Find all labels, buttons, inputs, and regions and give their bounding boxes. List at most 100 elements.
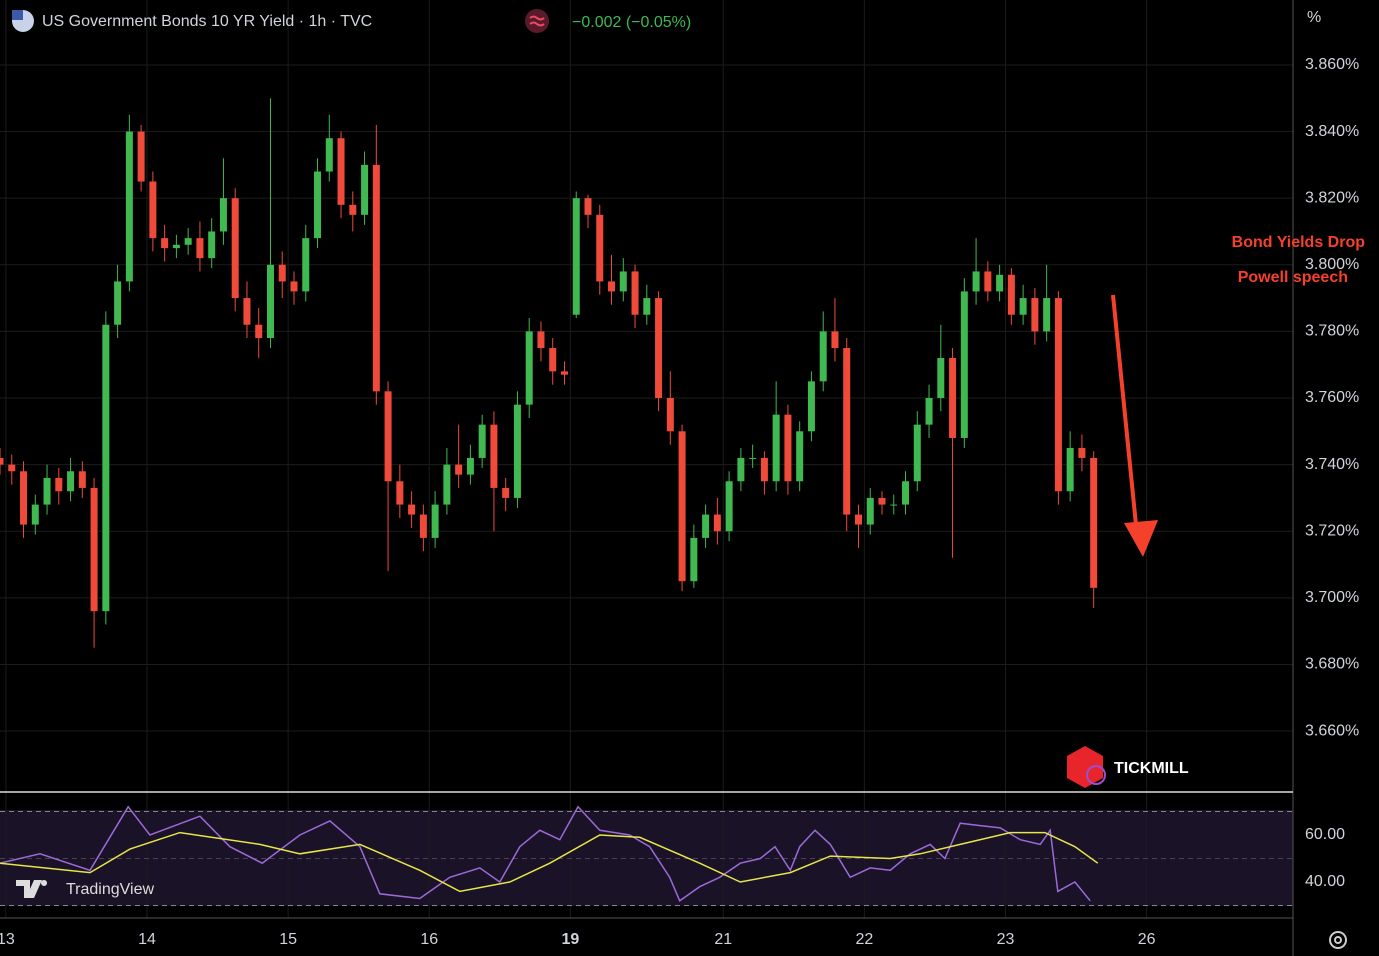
x-tick-label: 13 [0,931,15,948]
y-tick-label: 3.820% [1305,189,1359,206]
y-tick-label: 3.780% [1305,323,1359,340]
candle-body [949,358,957,438]
candle-body [972,271,980,292]
y-tick-label: 3.700% [1305,589,1359,606]
candle-body [513,404,521,498]
candle-body [325,138,333,172]
candle-body [831,331,839,349]
candle-body [525,331,533,405]
candle-body [643,298,651,315]
source-icon [525,9,549,33]
candle-body [690,537,698,582]
candle-body [1078,447,1086,458]
candle-body [184,238,192,245]
annotation-line: Bond Yields Drop [1232,234,1366,251]
candle-body [431,504,439,538]
rsi-band [0,810,1293,906]
x-tick-label: 16 [420,931,438,948]
y-tick-label: 3.800% [1305,256,1359,273]
candle-body [996,274,1004,292]
y-tick-label: 3.760% [1305,389,1359,406]
candle-body [702,514,710,538]
candle-body [55,477,63,492]
tradingview-wordmark: TradingView [66,881,154,898]
candle-body [608,281,616,292]
candle-body [219,198,227,232]
settings-icon[interactable] [1329,931,1347,949]
candle-body [361,164,369,215]
y-tick-label: 3.860% [1305,56,1359,73]
candle-body [0,457,4,465]
x-tick-label: 14 [138,931,156,948]
candle-body [819,331,827,382]
candle-body [137,131,145,182]
candle-body [290,281,298,292]
candle-body [760,457,768,482]
x-tick-label: 22 [855,931,873,948]
candle-body [384,391,392,482]
candle-body [478,424,486,458]
candle-body [678,431,686,582]
candle-body [866,497,874,525]
y-tick-label: 3.660% [1305,722,1359,739]
unit-label: % [1307,9,1321,26]
x-tick-label: 21 [714,931,732,948]
candle-body [337,138,345,205]
y-tick-label: 3.740% [1305,456,1359,473]
candle-body [102,324,110,612]
candle-body [596,214,604,282]
candle-body [772,414,780,482]
candle-body [67,471,75,492]
candle-body [584,198,592,215]
candle-body [8,464,16,472]
candle-body [725,481,733,532]
marks [0,98,1099,902]
annotation-line: Powell speech [1238,269,1348,286]
y-tick-label: 3.720% [1305,522,1359,539]
candle-body [1043,298,1051,332]
candle-body [161,238,169,249]
candle-body [90,487,98,612]
candle-body [255,324,263,339]
candle-body [372,164,380,392]
y-tick-label: 3.680% [1305,656,1359,673]
rsi-tick-label: 40.00 [1305,873,1345,890]
tickmill-wordmark: TICKMILL [1114,760,1189,777]
candle-body [243,298,251,325]
candle-body [737,457,745,482]
candle-body [278,264,286,282]
candle-body [937,358,945,398]
candle-body [902,481,910,505]
candle-body [172,244,180,249]
candle-body [419,514,427,538]
rsi-tick-label: 60.00 [1305,826,1345,843]
candle-body [314,171,322,239]
rsi-line [0,805,1091,902]
candle-body [984,271,992,292]
candle-body [1066,447,1074,492]
candle-body [572,198,580,315]
settings-icon-center [1334,936,1342,944]
candle-body [854,514,862,525]
candle-body [125,131,133,282]
candle-body [655,298,663,398]
candle-body [843,348,851,515]
candle-body [1054,298,1062,492]
candle-body [302,238,310,292]
candle-body [960,291,968,438]
candle-body [890,504,898,506]
candle-body [466,457,474,475]
candle-body [549,348,557,372]
candle-body [43,477,51,505]
x-tick-label: 15 [279,931,297,948]
x-tick-label: 23 [997,931,1015,948]
tickmill-logo [1067,746,1103,788]
candle-body [619,271,627,292]
price-change: −0.002 (−0.05%) [572,14,691,31]
candle-body [749,457,757,459]
candle-body [1019,298,1027,315]
x-tick-label: 19 [561,931,579,948]
candle-body [455,464,463,475]
